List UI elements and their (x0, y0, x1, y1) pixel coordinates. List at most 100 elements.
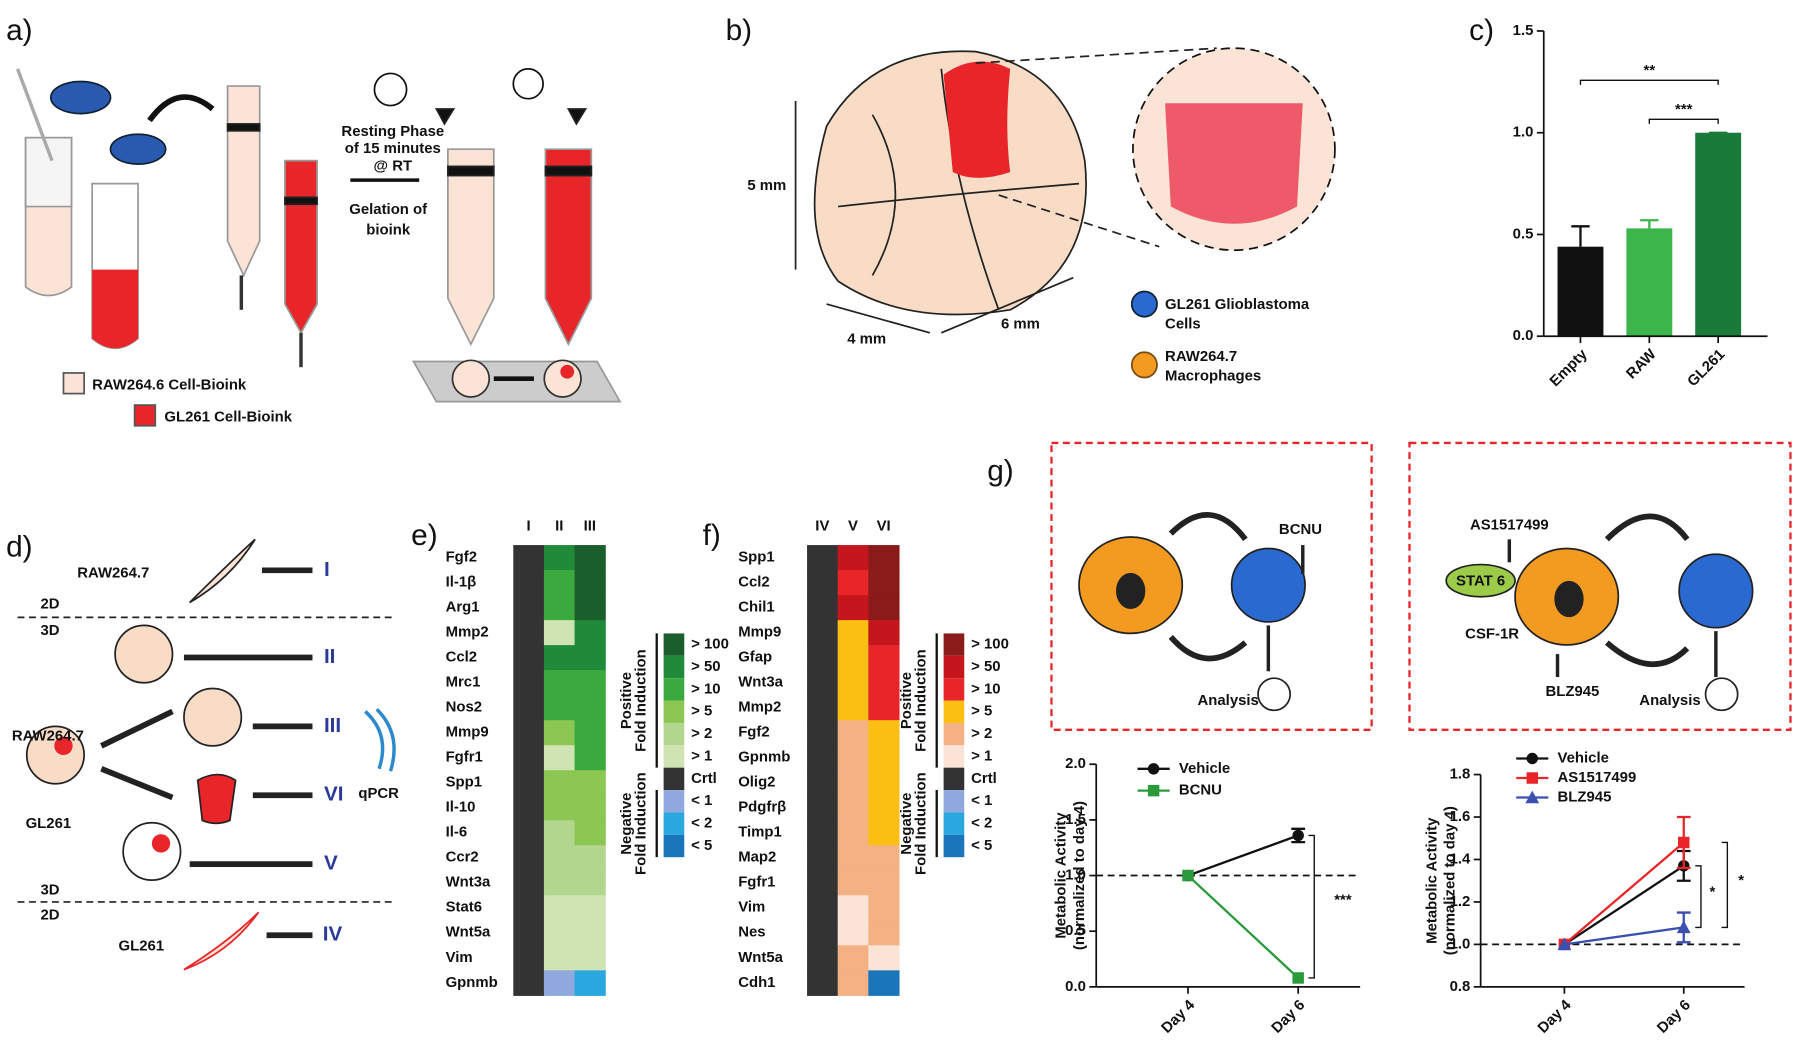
legend-title: Fold Induction (914, 649, 930, 752)
heatmap-cell (513, 770, 545, 796)
heatmap-cell (543, 970, 576, 996)
label: Analysis (1198, 693, 1259, 709)
row-label: Chil1 (738, 600, 774, 616)
heatmap-cell (837, 670, 869, 696)
heatmap-cell (868, 770, 900, 796)
heatmap-cell (574, 820, 606, 846)
heatmap-cell (837, 745, 869, 771)
bar (1557, 246, 1604, 337)
heatmap-cell (543, 620, 576, 646)
legend-swatch (943, 790, 965, 813)
legend-title: Fold Induction (634, 772, 650, 875)
dimension-label: 6 mm (1001, 317, 1040, 333)
column-label: III (584, 519, 596, 535)
heatmap-cell (574, 920, 606, 946)
heatmap-cell (837, 620, 869, 646)
legend-label: BLZ945 (1558, 789, 1612, 805)
heatmap-cell (837, 720, 869, 746)
y-tick-label: 1.5 (1513, 23, 1534, 39)
heatmap-cell (868, 820, 900, 846)
y-tick-label: 1.5 (1065, 812, 1086, 828)
dimension-label: 4 mm (847, 332, 886, 348)
heatmap-cell (807, 845, 839, 871)
legend-swatch (943, 655, 965, 679)
heatmap-cell (513, 920, 545, 946)
heatmap-cell (868, 845, 900, 871)
heatmap-cell (868, 620, 900, 646)
heatmap-cell (574, 895, 606, 921)
heatmap-cell (868, 895, 900, 921)
legend-label: < 2 (971, 816, 992, 832)
heatmap-cell (513, 620, 545, 646)
x-tick-label: Day 4 (1535, 997, 1575, 1037)
heatmap-cell (574, 570, 606, 596)
series-line (1563, 864, 1685, 946)
heatmap-cell (837, 820, 869, 846)
heatmap-cell (868, 570, 900, 596)
legend-swatch (943, 678, 965, 701)
legend-label: > 100 (691, 637, 729, 653)
legend-label: > 50 (691, 659, 720, 675)
series-line (1187, 834, 1299, 877)
heatmap-cell (574, 670, 606, 696)
panel-label: a) (6, 14, 33, 47)
legend-label: AS1517499 (1558, 770, 1637, 786)
column-label: V (848, 519, 858, 535)
row-label: Spp1 (446, 775, 482, 791)
point (1557, 937, 1572, 951)
bracket (1721, 841, 1729, 929)
legend-label: < 2 (691, 816, 712, 832)
heatmap-cell (868, 970, 900, 996)
heatmap-cell (868, 670, 900, 696)
legend-swatch (943, 722, 965, 746)
row-label: Nos2 (446, 700, 482, 716)
y-tick-label: 0.0 (1065, 979, 1086, 995)
row-label: Ccr2 (446, 850, 479, 866)
heatmap-cell (513, 820, 545, 846)
column-label: IV (815, 519, 829, 535)
y-tick-label: 0.0 (1513, 328, 1534, 344)
heatmap-cell (513, 945, 545, 971)
bar (1626, 228, 1673, 337)
legend-swatch (943, 767, 965, 791)
heatmap-cell (513, 720, 545, 746)
row-label: Fgfr1 (446, 750, 483, 766)
y-tick-label: 1.8 (1450, 767, 1471, 783)
heatmap-cell (543, 945, 576, 971)
label: 3D (41, 623, 60, 639)
y-axis-label: (normalized to day 4) (1443, 806, 1459, 955)
legend-swatch (663, 812, 685, 835)
bracket (1308, 834, 1315, 979)
heatmap-cell (543, 570, 576, 596)
x-tick-label: GL261 (1685, 347, 1729, 391)
legend-swatch (943, 700, 965, 723)
y-axis-label: Metabolic Activity (1054, 812, 1070, 939)
column-label: VI (877, 519, 891, 535)
panel-label: f) (703, 519, 721, 552)
heatmap-cell (837, 795, 869, 821)
legend-marker (1147, 784, 1160, 797)
heatmap-cell (513, 970, 545, 996)
legend-title: Positive (619, 672, 635, 729)
legend-swatch (663, 790, 685, 813)
bracket (1579, 79, 1719, 85)
dimension-label: 5 mm (747, 178, 786, 194)
legend-swatch (663, 834, 685, 858)
row-label: Fgf2 (446, 550, 477, 566)
row-label: Olig2 (738, 775, 775, 791)
heatmap-cell (574, 795, 606, 821)
x-tick-label: Day 6 (1269, 997, 1308, 1036)
legend-label: > 10 (691, 681, 720, 697)
legend-label: Macrophages (1165, 368, 1261, 384)
annotation: ** (1644, 63, 1656, 79)
group-label: V (324, 852, 338, 875)
error-bar (1640, 219, 1659, 229)
heatmap-cell (513, 895, 545, 921)
group-label: II (324, 645, 335, 668)
x-tick-label: Day 4 (1159, 997, 1199, 1037)
heatmap-cell (807, 870, 839, 896)
y-tick-label: 1.6 (1450, 809, 1471, 825)
heatmap-cell (868, 695, 900, 721)
heatmap-cell (574, 970, 606, 996)
label: GL261 (26, 816, 72, 832)
